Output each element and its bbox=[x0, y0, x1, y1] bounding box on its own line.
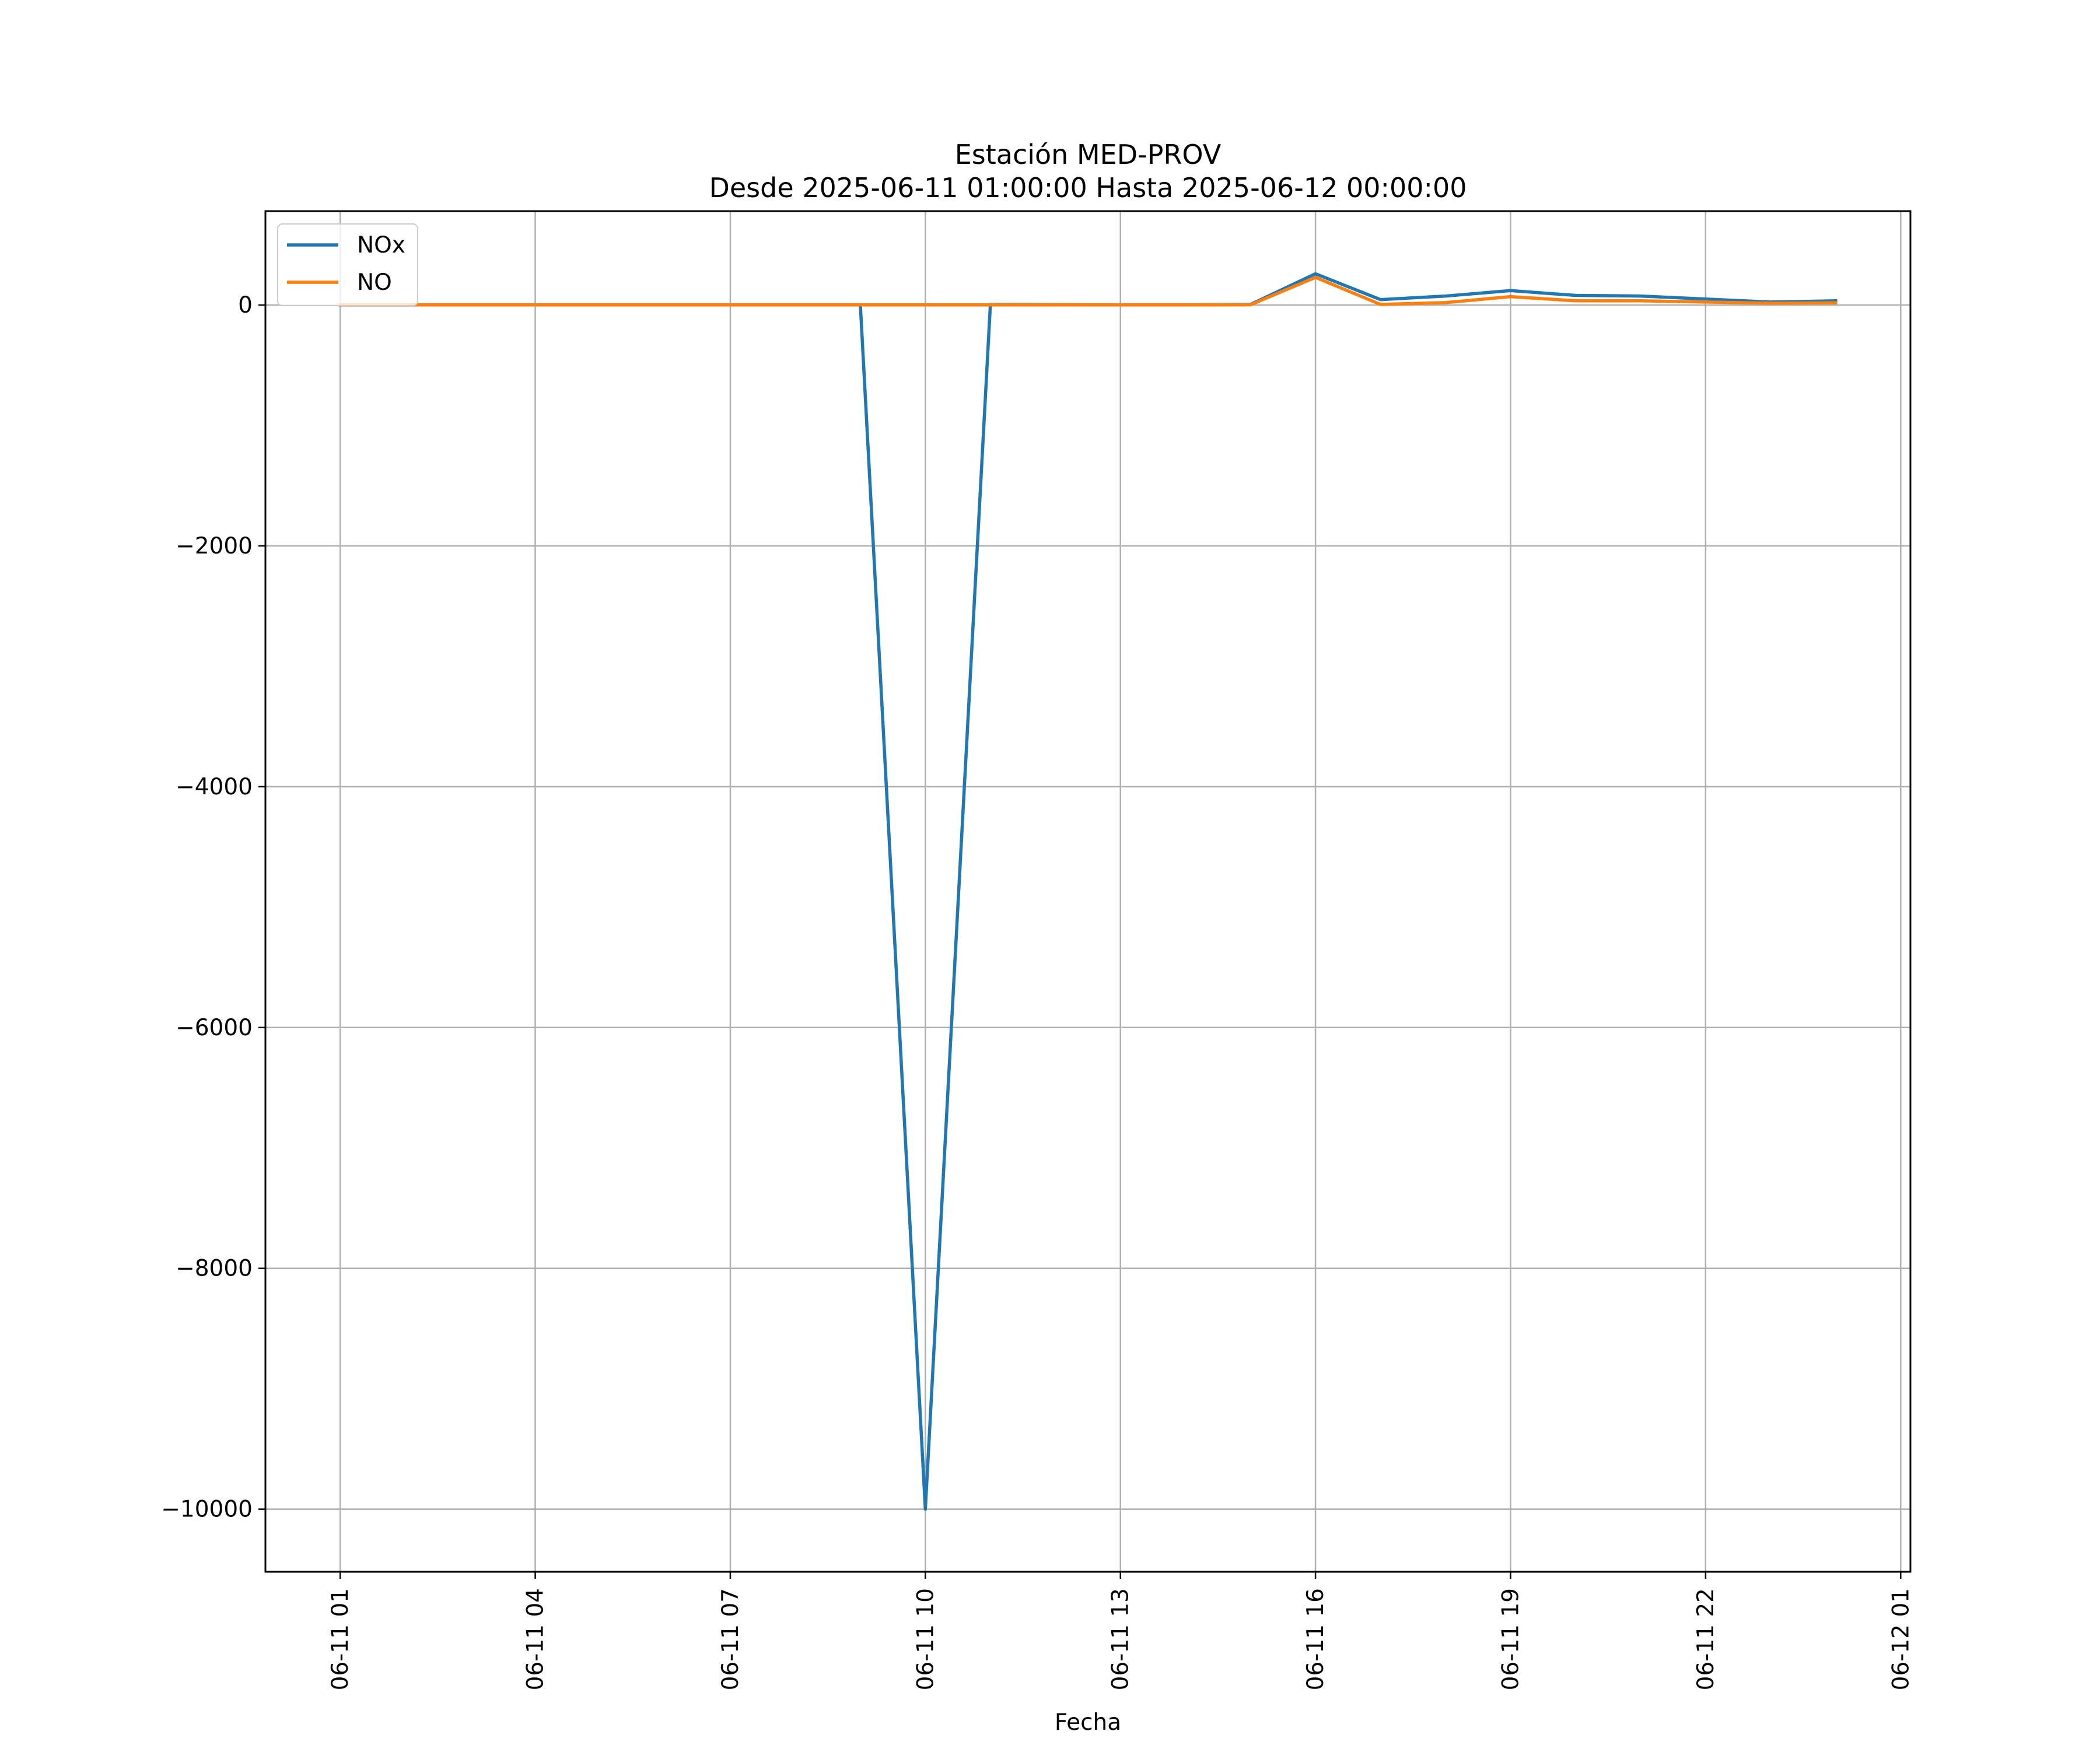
y-tick-label: −4000 bbox=[176, 774, 253, 800]
x-tick-label: 06-11 07 bbox=[718, 1588, 744, 1690]
x-tick-label: 06-11 16 bbox=[1303, 1588, 1329, 1690]
legend-label-no: NO bbox=[357, 269, 392, 296]
legend-label-nox: NOx bbox=[357, 232, 405, 258]
x-tick-label: 06-11 01 bbox=[327, 1588, 354, 1690]
x-tick-label: 06-11 19 bbox=[1498, 1588, 1524, 1690]
x-tick-label: 06-12 01 bbox=[1888, 1588, 1914, 1690]
legend: NOx NO bbox=[278, 224, 418, 306]
x-tick-label: 06-11 04 bbox=[523, 1588, 549, 1690]
y-tick-label: −6000 bbox=[176, 1015, 253, 1041]
x-axis-label: Fecha bbox=[1055, 1709, 1121, 1736]
y-tick-label: −10000 bbox=[161, 1497, 253, 1523]
x-tick-label: 06-11 22 bbox=[1693, 1588, 1719, 1690]
chart-subtitle: Desde 2025-06-11 01:00:00 Hasta 2025-06-… bbox=[709, 172, 1466, 204]
chart-title: Estación MED-PROV bbox=[955, 139, 1222, 170]
y-tick-label: 0 bbox=[238, 292, 253, 318]
x-tick-label: 06-11 13 bbox=[1108, 1588, 1134, 1690]
y-tick-label: −2000 bbox=[176, 533, 253, 559]
y-tick-label: −8000 bbox=[176, 1256, 253, 1282]
x-tick-label: 06-11 10 bbox=[912, 1588, 939, 1690]
